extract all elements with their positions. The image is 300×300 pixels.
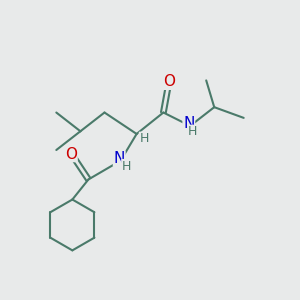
Text: H: H [122, 160, 131, 172]
Text: O: O [65, 146, 77, 161]
Text: O: O [163, 74, 175, 89]
Text: H: H [140, 132, 149, 145]
Text: H: H [188, 125, 197, 138]
Text: N: N [183, 116, 194, 131]
Text: N: N [113, 151, 125, 166]
